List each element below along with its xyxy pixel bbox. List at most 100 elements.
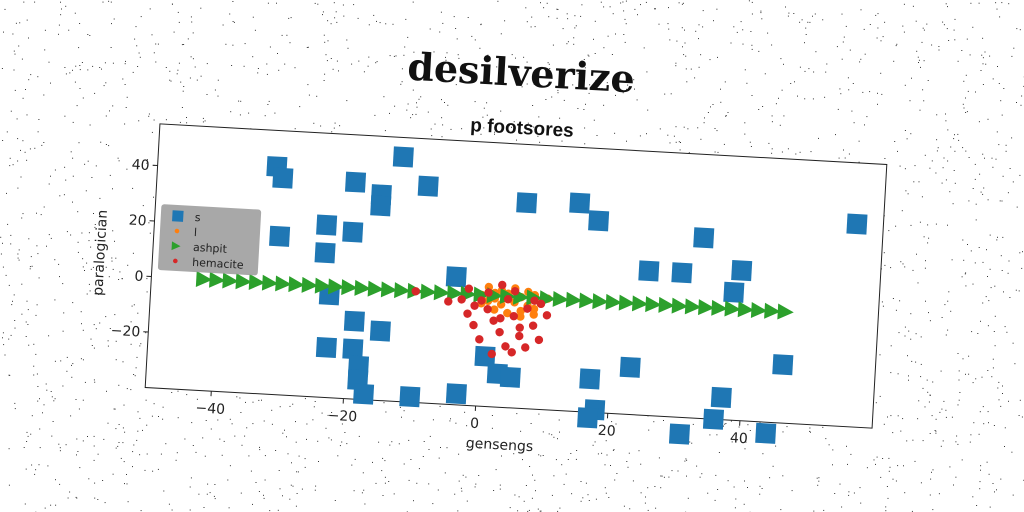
noise-dot [139, 345, 141, 347]
noise-dot [614, 132, 616, 134]
noise-dot [885, 510, 887, 512]
noise-dot [760, 12, 762, 14]
noise-dot [490, 443, 492, 445]
noise-dot [296, 471, 298, 473]
noise-dot [306, 423, 308, 425]
noise-dot [123, 404, 125, 406]
point-hemacite [470, 301, 479, 310]
noise-dot [134, 38, 136, 40]
noise-dot [393, 493, 395, 495]
noise-dot [932, 509, 934, 511]
noise-dot [952, 203, 954, 205]
noise-dot [54, 398, 56, 400]
noise-dot [4, 8, 6, 10]
noise-dot [412, 89, 414, 91]
point-hemacite [509, 312, 518, 321]
noise-dot [558, 419, 560, 421]
noise-dot [385, 23, 387, 25]
noise-dot [80, 311, 82, 313]
noise-dot [687, 497, 689, 499]
noise-dot [835, 134, 836, 136]
noise-dot [46, 389, 48, 391]
noise-dot [446, 447, 448, 449]
noise-dot [136, 45, 138, 47]
noise-dot [749, 430, 751, 431]
noise-dot [248, 455, 250, 457]
noise-dot [140, 16, 142, 18]
noise-dot [177, 390, 179, 392]
noise-dot [906, 138, 908, 140]
noise-dot [923, 100, 925, 102]
noise-dot [186, 394, 188, 396]
noise-dot [920, 376, 922, 378]
noise-dot [658, 23, 660, 25]
noise-dot [734, 507, 736, 509]
noise-dot [176, 73, 178, 75]
noise-dot [93, 347, 95, 349]
noise-dot [126, 168, 128, 170]
noise-dot [93, 379, 95, 381]
noise-dot [228, 507, 230, 509]
y-tick-label: 20 [128, 213, 147, 230]
noise-dot [1001, 200, 1003, 202]
point-ashpit [367, 280, 385, 297]
noise-dot [723, 425, 724, 427]
noise-dot [772, 465, 774, 467]
noise-dot [511, 54, 513, 56]
noise-dot [101, 68, 102, 70]
noise-dot [980, 469, 981, 471]
noise-dot [929, 494, 931, 496]
noise-dot [206, 493, 208, 495]
noise-dot [920, 363, 922, 365]
noise-dot [466, 425, 468, 427]
noise-dot [1013, 47, 1015, 49]
noise-dot [413, 500, 414, 502]
noise-dot [292, 485, 294, 487]
noise-dot [843, 149, 844, 151]
noise-dot [900, 261, 902, 263]
noise-dot [818, 477, 820, 479]
noise-dot [45, 383, 47, 385]
noise-dot [79, 65, 81, 66]
noise-dot [441, 136, 443, 138]
noise-dot [79, 88, 81, 89]
point-l [529, 304, 539, 314]
noise-dot [416, 482, 418, 484]
noise-dot [115, 428, 117, 430]
noise-dot [744, 480, 745, 482]
noise-dot [16, 118, 18, 120]
noise-dot [903, 31, 905, 33]
noise-dot [54, 259, 56, 261]
noise-dot [725, 423, 727, 424]
noise-dot [710, 106, 711, 108]
noise-dot [895, 45, 897, 47]
noise-dot [804, 42, 805, 44]
noise-dot [153, 119, 155, 121]
noise-dot [94, 92, 96, 94]
noise-dot [316, 95, 318, 97]
noise-dot [375, 482, 377, 484]
noise-dot [517, 510, 519, 512]
noise-dot [613, 427, 615, 429]
noise-dot [266, 63, 268, 65]
noise-dot [21, 313, 23, 315]
point-s [619, 356, 641, 378]
noise-dot [516, 413, 518, 415]
noise-dot [724, 423, 726, 425]
noise-dot [363, 489, 365, 491]
noise-dot [29, 148, 31, 150]
noise-dot [79, 23, 81, 24]
noise-dot [66, 370, 68, 372]
noise-dot [50, 391, 52, 392]
noise-dot [742, 43, 744, 45]
noise-dot [736, 31, 738, 33]
point-ashpit [288, 276, 305, 293]
point-hemacite [444, 297, 453, 306]
noise-dot [997, 236, 998, 238]
noise-dot [968, 373, 970, 375]
noise-dot [999, 16, 1001, 18]
noise-dot [241, 444, 243, 446]
point-ashpit [341, 279, 358, 296]
noise-dot [982, 261, 984, 263]
